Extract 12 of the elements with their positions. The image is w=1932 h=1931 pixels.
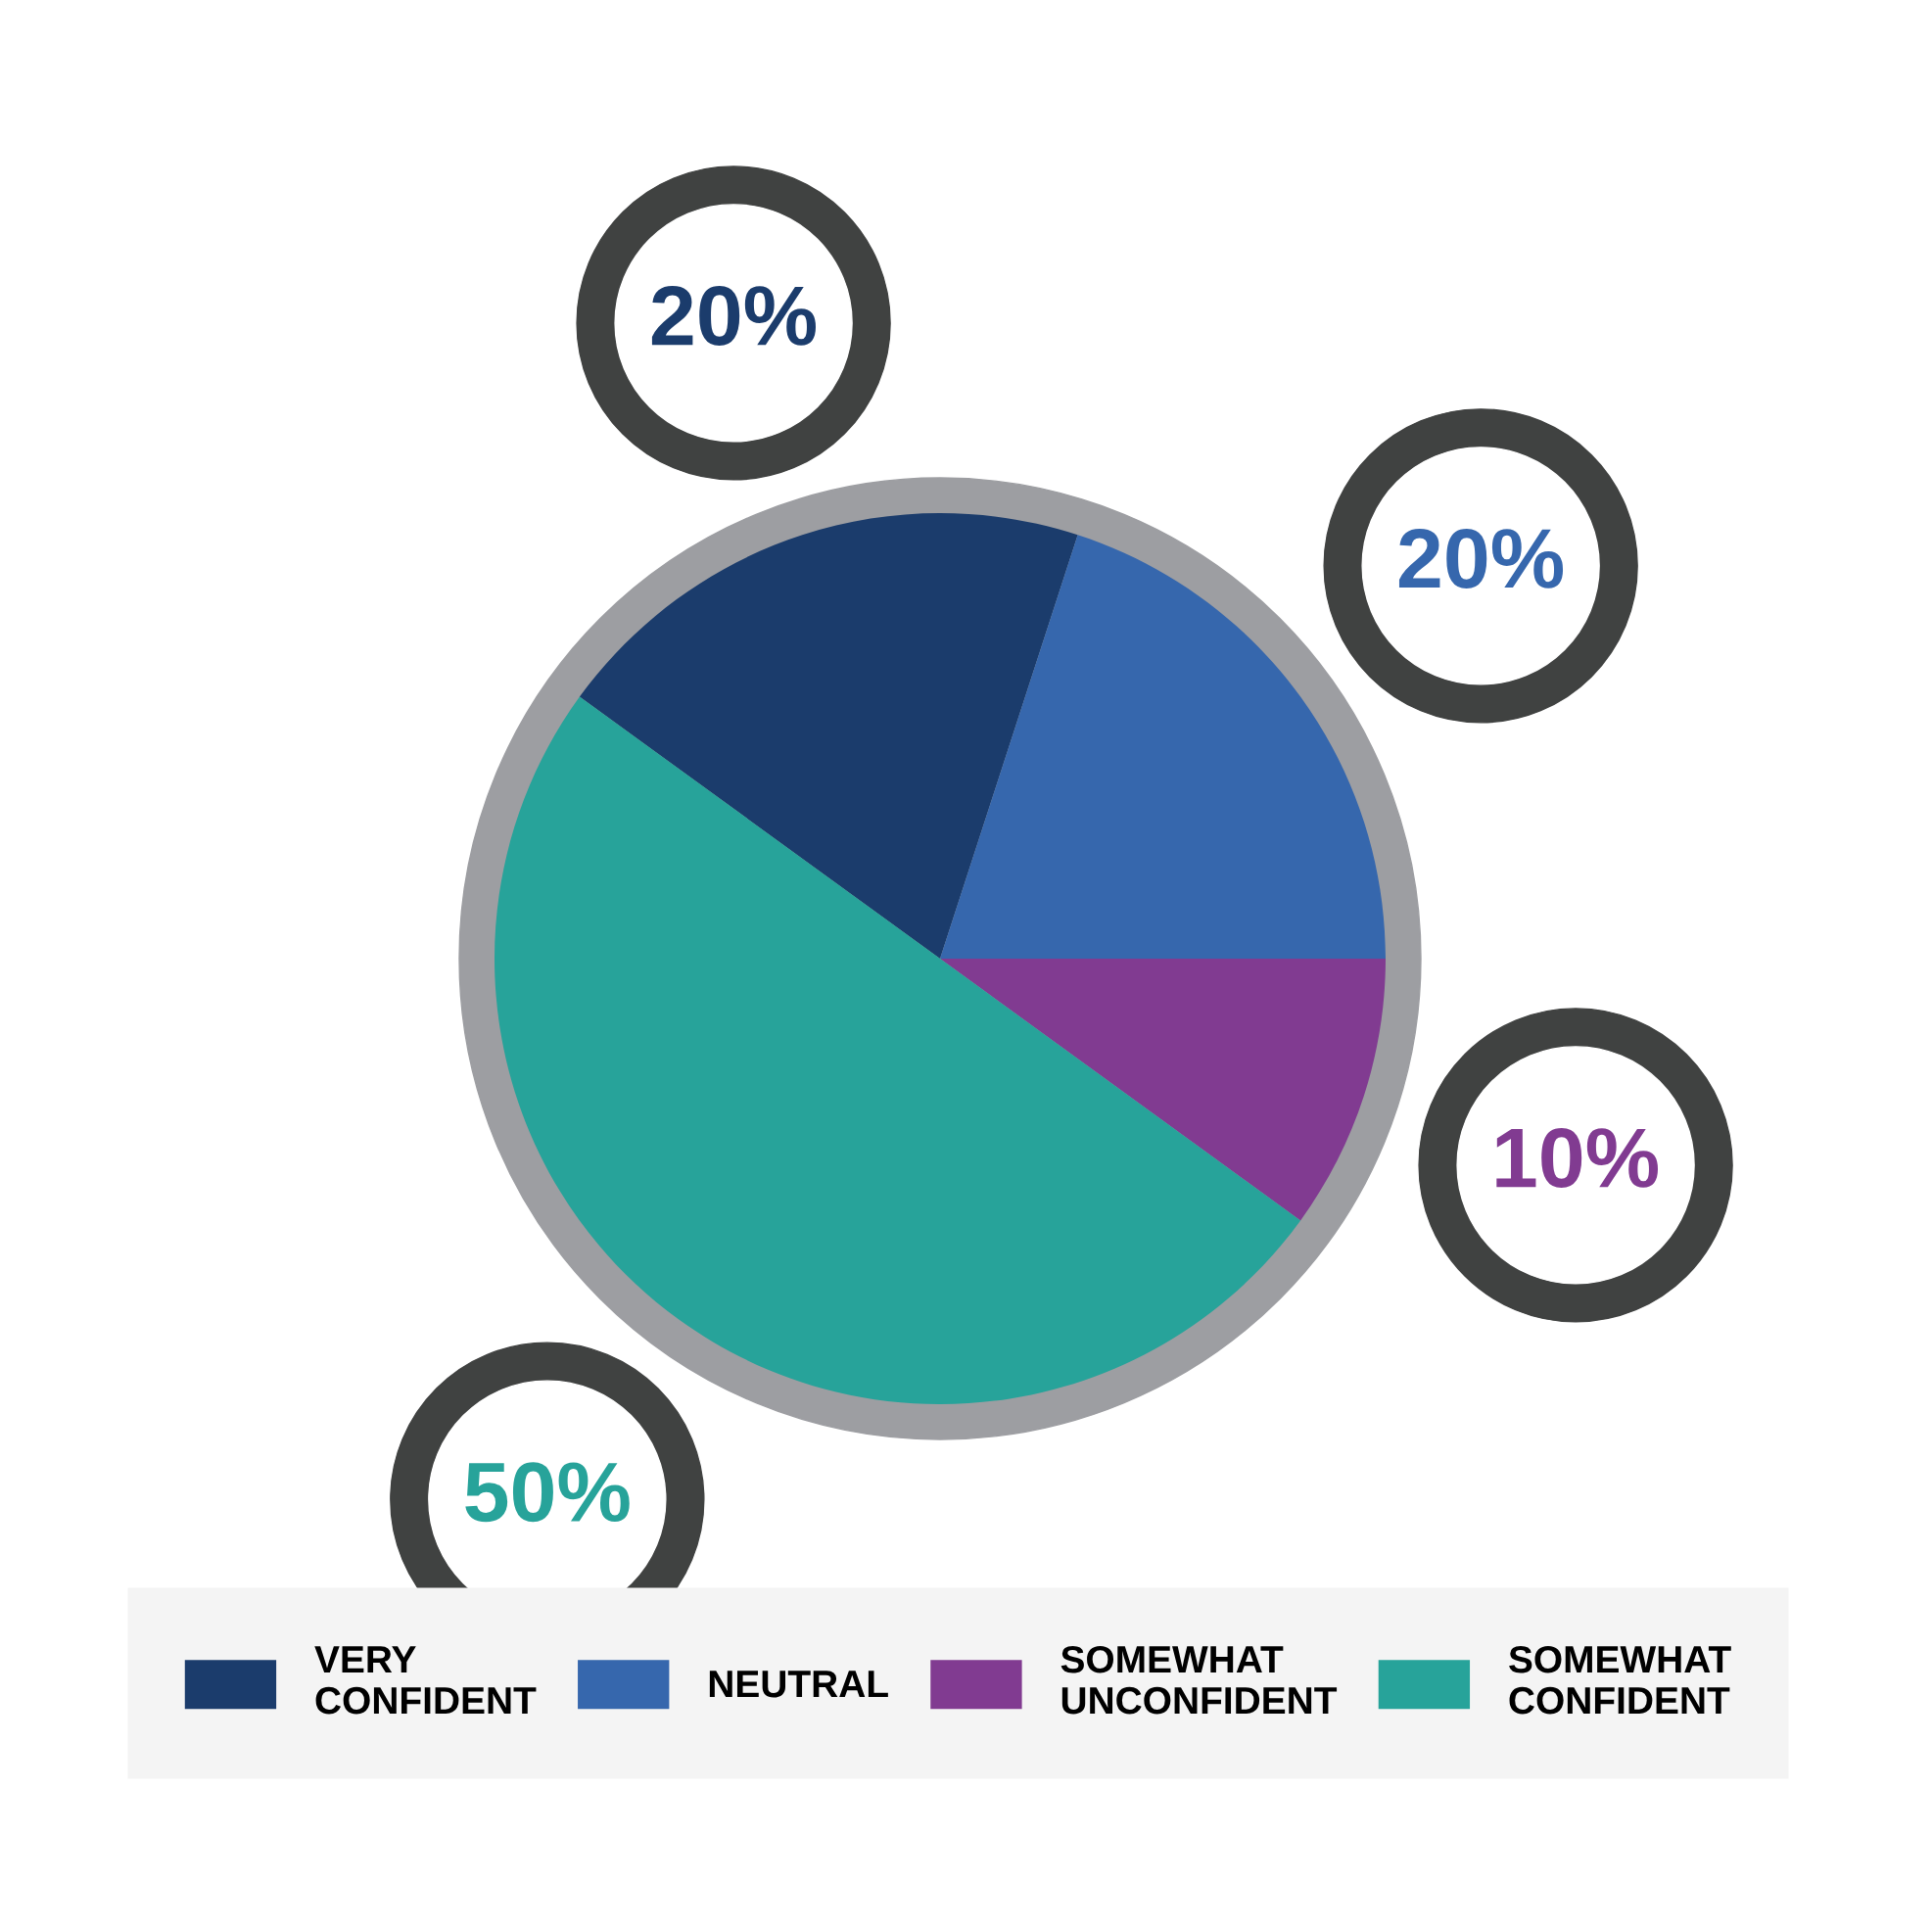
pie-slice [579,513,1078,959]
legend-label: NEUTRAL [709,1671,888,1698]
legend-label: SOMEWHAT CONFIDENT [1509,1645,1731,1715]
pie-slice [495,696,1301,1404]
legend-label: SOMEWHAT UNCONFIDENT [1060,1645,1338,1715]
data-label: 10% [1496,1128,1658,1189]
data-label: 50% [465,1462,630,1523]
legend-label: VERY CONFIDENT [314,1646,537,1715]
pie-slice [940,535,1386,959]
data-label: 20% [651,286,816,347]
data-label: 20% [1398,528,1564,589]
pie-slice [940,959,1386,1221]
